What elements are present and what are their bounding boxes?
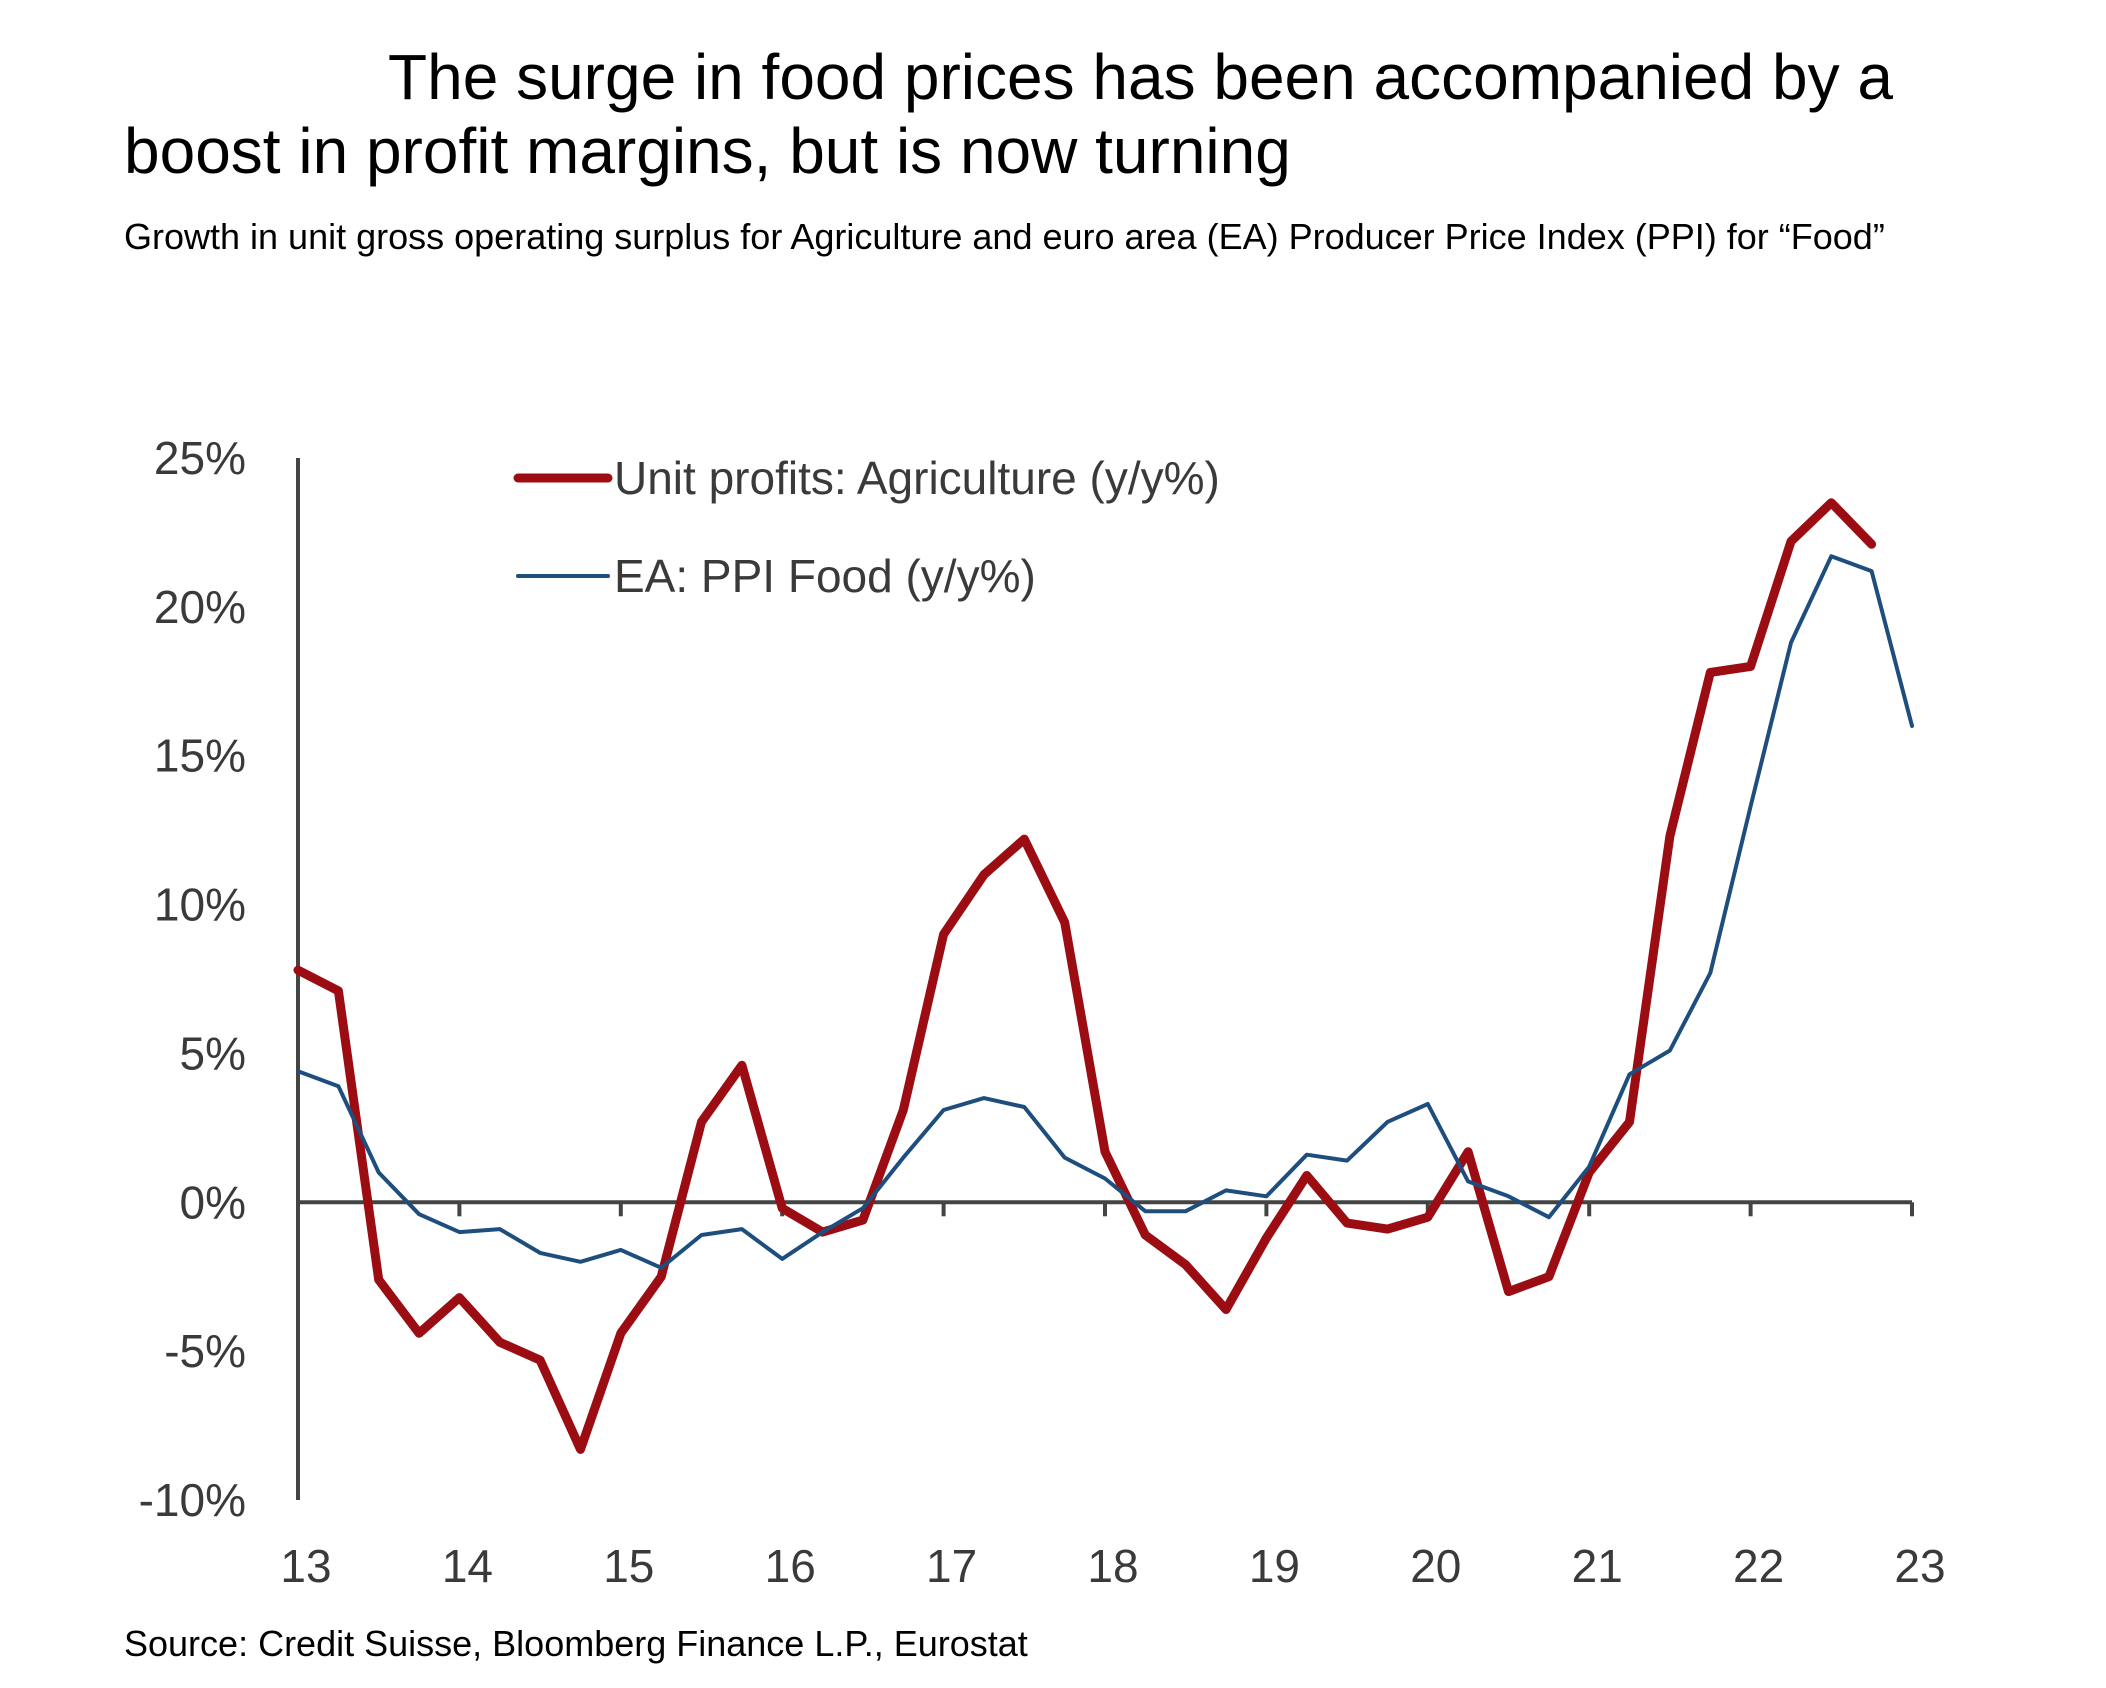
x-tick-label: 20 <box>1410 1540 1461 1592</box>
x-tick-label: 13 <box>280 1540 331 1592</box>
x-tick-label: 16 <box>765 1540 816 1592</box>
x-tick-label: 22 <box>1733 1540 1784 1592</box>
chart-subtitle: Growth in unit gross operating surplus f… <box>124 216 1885 257</box>
legend-label-2: EA: PPI Food (y/y%) <box>614 550 1036 602</box>
y-tick-label: 20% <box>154 581 246 633</box>
line-chart: 25% 20% 15% 10% 5% 0% -5% -10% 13 14 15 16 17 18 19 20 2… <box>139 432 1946 1592</box>
chart-legend: Unit profits: Agriculture (y/y%) EA: PPI … <box>513 452 1220 602</box>
chart-title: The surge in food prices has been accomp… <box>124 41 1893 187</box>
x-tick-label: 18 <box>1087 1540 1138 1592</box>
series-line-1 <box>293 498 1877 1454</box>
y-tick-label: 10% <box>154 879 246 931</box>
y-tick-label: 5% <box>180 1027 246 1079</box>
legend-label-1: Unit profits: Agriculture (y/y%) <box>614 452 1220 504</box>
chart-axes: 25% 20% 15% 10% 5% 0% -5% -10% 13 14 15 16 17 18 19 20 2… <box>139 432 1946 1592</box>
x-tick-label: 17 <box>926 1540 977 1592</box>
y-tick-label: -10% <box>139 1474 246 1526</box>
x-tick-label: 14 <box>442 1540 493 1592</box>
x-tick-label: 15 <box>603 1540 654 1592</box>
series-line-2 <box>296 554 1914 1270</box>
x-tick-label: 23 <box>1894 1540 1945 1592</box>
x-tick-label: 19 <box>1249 1540 1300 1592</box>
y-tick-label: 15% <box>154 730 246 782</box>
x-tick-label: 21 <box>1572 1540 1623 1592</box>
source-note: Source: Credit Suisse, Bloomberg Finance… <box>124 1623 1028 1664</box>
y-tick-label: 0% <box>180 1176 246 1228</box>
chart-series <box>293 498 1914 1454</box>
y-tick-label: -5% <box>164 1325 246 1377</box>
y-tick-label: 25% <box>154 432 246 484</box>
